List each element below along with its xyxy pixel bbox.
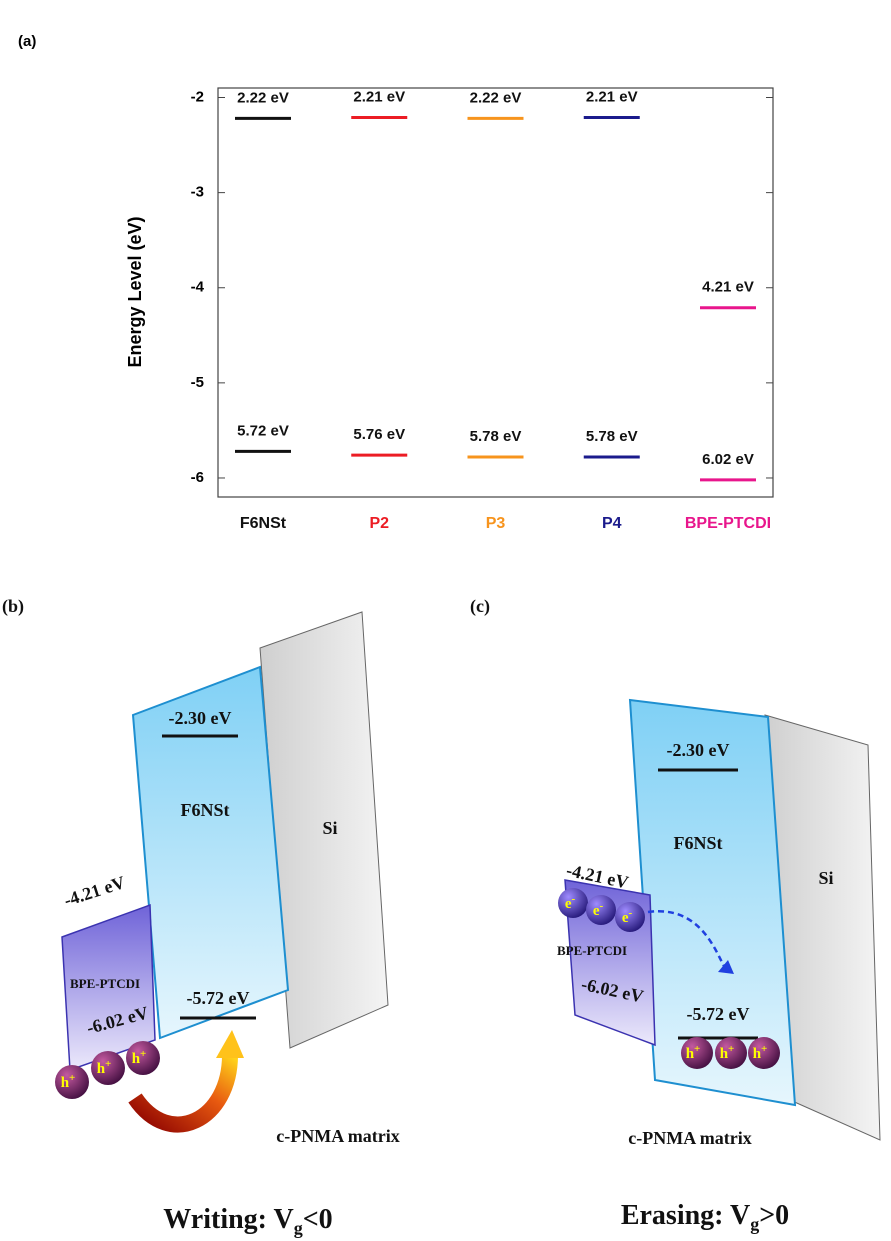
charge: h+ bbox=[715, 1037, 747, 1069]
charge: h+ bbox=[748, 1037, 780, 1069]
y-tick-label: -3 bbox=[191, 184, 204, 201]
level-label: 2.21 eV bbox=[586, 88, 638, 105]
layer-label: F6NSt bbox=[674, 833, 723, 853]
level-label: -4.21 eV bbox=[61, 872, 127, 910]
charge: h+ bbox=[91, 1051, 125, 1085]
level-label: 5.78 eV bbox=[586, 428, 638, 445]
level-label: 5.72 eV bbox=[237, 422, 289, 439]
figure: (a) Energy Level (eV) -2 -3 -4 -5 -6 F6NSt P2 P… bbox=[0, 0, 891, 1241]
level-label: 2.21 eV bbox=[353, 88, 405, 105]
panel-b: (b) -2.30 eV -5.72 eV F6NSt Si -4.21 eV … bbox=[2, 596, 400, 1238]
charge: h+ bbox=[126, 1041, 160, 1075]
level-label: 5.76 eV bbox=[353, 426, 405, 443]
level-label: -5.72 eV bbox=[687, 1004, 750, 1024]
caption: Writing: Vg<0 bbox=[163, 1204, 332, 1238]
y-tick-label: -4 bbox=[191, 279, 205, 296]
caption: Erasing: Vg>0 bbox=[621, 1200, 789, 1234]
matrix-label: c-PNMA matrix bbox=[628, 1128, 751, 1148]
level-label: -5.72 eV bbox=[187, 988, 250, 1008]
layer-label: Si bbox=[322, 818, 337, 838]
charge: h+ bbox=[55, 1065, 89, 1099]
layer-label: F6NSt bbox=[181, 800, 230, 820]
level-label: -2.30 eV bbox=[169, 708, 232, 728]
y-tick-label: -5 bbox=[191, 374, 204, 391]
charge: h+ bbox=[681, 1037, 713, 1069]
matrix-label: c-PNMA matrix bbox=[276, 1126, 399, 1146]
x-tick-label: P2 bbox=[369, 515, 389, 532]
x-tick-label: P3 bbox=[486, 515, 506, 532]
y-axis-label: Energy Level (eV) bbox=[125, 216, 145, 367]
layer-label: BPE-PTCDI bbox=[70, 976, 140, 991]
panel-label: (c) bbox=[470, 596, 490, 617]
level-label: -2.30 eV bbox=[667, 740, 730, 760]
level-label: 4.21 eV bbox=[702, 279, 754, 296]
panel-label: (a) bbox=[18, 33, 36, 50]
y-tick-label: -6 bbox=[191, 469, 204, 486]
x-tick-label: BPE-PTCDI bbox=[685, 515, 771, 532]
charge: e- bbox=[558, 888, 588, 918]
charge: e- bbox=[586, 895, 616, 925]
chart: (a) Energy Level (eV) -2 -3 -4 -5 -6 F6NSt P2 P… bbox=[18, 33, 773, 532]
level-label: 5.78 eV bbox=[470, 428, 522, 445]
level-label: 6.02 eV bbox=[702, 451, 754, 468]
y-tick-label: -2 bbox=[191, 88, 204, 105]
layer-label: BPE-PTCDI bbox=[557, 943, 627, 958]
panel-c: (c) -2.30 eV -5.72 eV F6NSt Si -4.21 eV … bbox=[470, 596, 880, 1234]
layer-label: Si bbox=[818, 868, 833, 888]
arrow-head bbox=[216, 1030, 244, 1058]
charge: e- bbox=[615, 902, 645, 932]
x-tick-label: F6NSt bbox=[240, 515, 287, 532]
level-label: 2.22 eV bbox=[237, 89, 289, 106]
panel-label: (b) bbox=[2, 596, 24, 617]
x-tick-label: P4 bbox=[602, 515, 622, 532]
level-label: 2.22 eV bbox=[470, 89, 522, 106]
